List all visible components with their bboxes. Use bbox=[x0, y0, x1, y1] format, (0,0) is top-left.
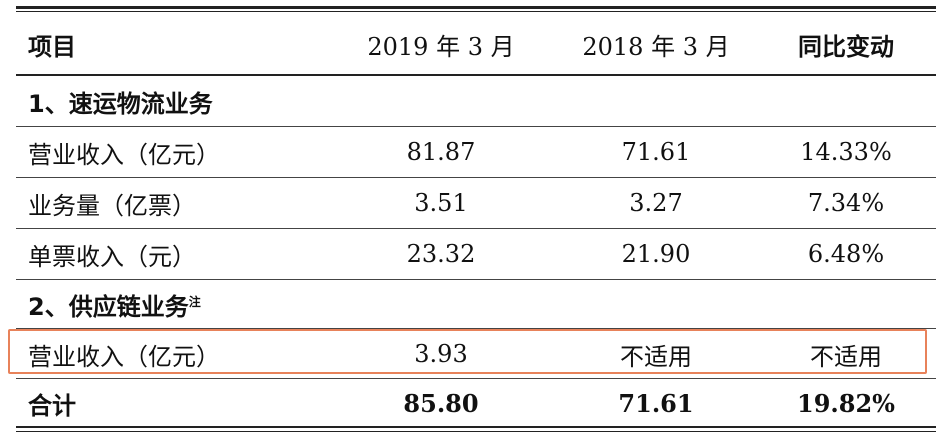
row-label: 单票收入（元） bbox=[28, 242, 196, 271]
table-row: 营业收入（亿元） 81.87 71.61 14.33% bbox=[16, 127, 936, 178]
total-yoy: 19.82% bbox=[797, 388, 895, 418]
row-label: 业务量（亿票） bbox=[28, 191, 196, 220]
value-2019: 23.32 bbox=[406, 240, 476, 268]
table-bottom-rule-inner bbox=[16, 431, 936, 432]
table-row: 营业收入（亿元） 3.93 不适用 不适用 bbox=[16, 330, 936, 379]
table-bottom-rule bbox=[16, 426, 936, 428]
value-2019: 3.51 bbox=[414, 189, 468, 217]
value-yoy: 14.33% bbox=[800, 138, 892, 166]
header-2019: 2019 年 3 月 bbox=[367, 32, 515, 61]
value-yoy: 6.48% bbox=[807, 240, 885, 268]
total-2019: 85.80 bbox=[403, 388, 479, 418]
table-top-rule-inner bbox=[16, 11, 936, 12]
total-label: 合计 bbox=[28, 391, 76, 420]
header-yoy: 同比变动 bbox=[798, 32, 894, 61]
value-yoy: 7.34% bbox=[807, 189, 885, 217]
value-2018: 71.61 bbox=[621, 138, 691, 166]
value-2018: 21.90 bbox=[621, 240, 691, 268]
total-row: 合计 85.80 71.61 19.82% bbox=[16, 380, 936, 426]
section-row-supply-chain: 2、供应链业务注 bbox=[16, 280, 936, 329]
table-row: 业务量（亿票） 3.51 3.27 7.34% bbox=[16, 178, 936, 229]
value-yoy: 不适用 bbox=[810, 342, 882, 371]
value-2018: 不适用 bbox=[620, 342, 692, 371]
table-row: 单票收入（元） 23.32 21.90 6.48% bbox=[16, 229, 936, 280]
section-title-logistics: 1、速运物流业务 bbox=[28, 89, 213, 118]
total-2018: 71.61 bbox=[618, 388, 694, 418]
section-row-logistics: 1、速运物流业务 bbox=[16, 76, 936, 127]
value-2019: 3.93 bbox=[414, 340, 468, 368]
header-item: 项目 bbox=[28, 32, 76, 61]
section-title-supply-chain: 2、供应链业务注 bbox=[28, 292, 201, 321]
highlight-box bbox=[8, 329, 927, 374]
row-label: 营业收入（亿元） bbox=[28, 140, 220, 169]
table-top-rule bbox=[16, 6, 936, 9]
value-2019: 81.87 bbox=[406, 138, 476, 166]
header-row: 项目 2019 年 3 月 2018 年 3 月 同比变动 bbox=[16, 14, 936, 76]
row-label: 营业收入（亿元） bbox=[28, 342, 220, 371]
footnote-marker: 注 bbox=[188, 294, 201, 309]
header-2018: 2018 年 3 月 bbox=[582, 32, 730, 61]
value-2018: 3.27 bbox=[629, 189, 683, 217]
